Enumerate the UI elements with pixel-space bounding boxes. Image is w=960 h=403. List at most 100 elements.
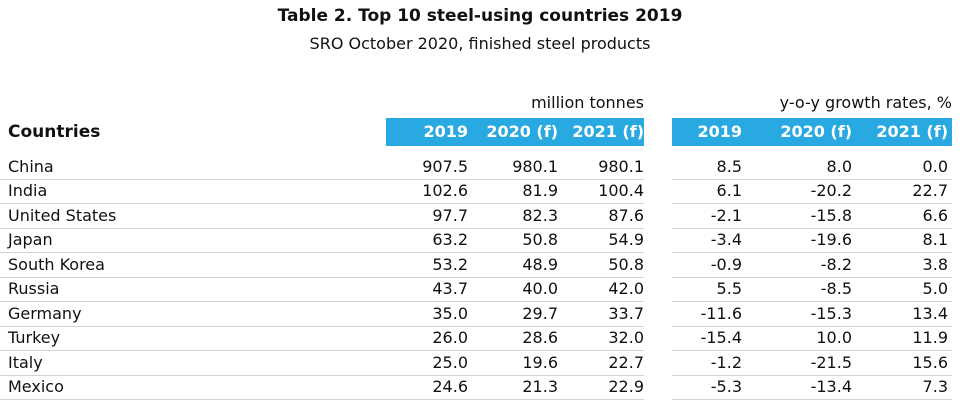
tonnes-2019-cell: 97.7 xyxy=(386,203,468,229)
tonnes-2021-cell: 32.0 xyxy=(558,326,644,351)
tonnes-2021-cell: 22.9 xyxy=(558,375,644,400)
growth-2021-cell: 11.9 xyxy=(852,326,952,351)
tonnes-2019-cell: 102.6 xyxy=(386,179,468,204)
growth-2021-cell: 0.0 xyxy=(852,155,952,180)
growth-2021-cell: 6.6 xyxy=(852,203,952,229)
column-gap xyxy=(644,253,672,278)
growth-2019-cell: 6.1 xyxy=(672,179,742,204)
col-header-tonnes-2019: 2019 xyxy=(423,122,468,141)
col-header-growth-2021: 2021 (f) xyxy=(876,122,948,141)
country-cell: India xyxy=(0,179,386,204)
table-row: Mexico 24.6 21.3 22.9 -5.3 -13.4 7.3 xyxy=(0,375,952,400)
column-gap xyxy=(644,155,672,179)
table-row: United States 97.7 82.3 87.6 -2.1 -15.8 6.6 xyxy=(0,203,952,229)
header-bar-tonnes xyxy=(386,118,644,146)
growth-2020-cell: -8.2 xyxy=(742,252,852,278)
column-gap xyxy=(644,351,672,376)
column-gap xyxy=(644,228,672,253)
country-cell: Russia xyxy=(0,277,386,302)
column-gap xyxy=(644,375,672,400)
growth-2020-cell: -13.4 xyxy=(742,375,852,400)
tonnes-2019-cell: 63.2 xyxy=(386,228,468,253)
growth-2020-cell: 10.0 xyxy=(742,326,852,351)
table-row: China 907.5 980.1 980.1 8.5 8.0 0.0 xyxy=(0,155,952,180)
country-cell: Japan xyxy=(0,228,386,253)
growth-2021-cell: 13.4 xyxy=(852,301,952,327)
growth-2021-cell: 3.8 xyxy=(852,252,952,278)
countries-column-header: Countries xyxy=(8,122,101,142)
growth-2021-cell: 15.6 xyxy=(852,350,952,376)
tonnes-2019-cell: 24.6 xyxy=(386,375,468,400)
growth-2020-cell: -8.5 xyxy=(742,277,852,302)
tonnes-2019-cell: 26.0 xyxy=(386,326,468,351)
growth-2019-cell: 5.5 xyxy=(672,277,742,302)
growth-2019-cell: -11.6 xyxy=(672,301,742,327)
table-row: Russia 43.7 40.0 42.0 5.5 -8.5 5.0 xyxy=(0,277,952,302)
growth-2020-cell: -19.6 xyxy=(742,228,852,253)
tonnes-2019-cell: 53.2 xyxy=(386,252,468,278)
tonnes-2020-cell: 50.8 xyxy=(468,228,558,253)
growth-2021-cell: 7.3 xyxy=(852,375,952,400)
growth-2019-cell: -2.1 xyxy=(672,203,742,229)
tonnes-2019-cell: 35.0 xyxy=(386,301,468,327)
unit-label-tonnes: million tonnes xyxy=(531,93,644,112)
growth-2020-cell: -20.2 xyxy=(742,179,852,204)
tonnes-2020-cell: 48.9 xyxy=(468,252,558,278)
country-cell: United States xyxy=(0,203,386,229)
growth-2020-cell: -15.8 xyxy=(742,203,852,229)
tonnes-2021-cell: 100.4 xyxy=(558,179,644,204)
tonnes-2020-cell: 29.7 xyxy=(468,301,558,327)
country-cell: China xyxy=(0,155,386,180)
country-cell: South Korea xyxy=(0,252,386,278)
tonnes-2021-cell: 87.6 xyxy=(558,203,644,229)
table-row: Japan 63.2 50.8 54.9 -3.4 -19.6 8.1 xyxy=(0,228,952,253)
column-gap xyxy=(644,179,672,204)
column-gap xyxy=(644,302,672,327)
steel-data-table: China 907.5 980.1 980.1 8.5 8.0 0.0 India 102.6 8… xyxy=(0,155,952,400)
growth-2020-cell: -21.5 xyxy=(742,350,852,376)
table-row: Italy 25.0 19.6 22.7 -1.2 -21.5 15.6 xyxy=(0,350,952,376)
tonnes-2021-cell: 33.7 xyxy=(558,301,644,327)
growth-2020-cell: -15.3 xyxy=(742,301,852,327)
growth-2019-cell: -5.3 xyxy=(672,375,742,400)
unit-label-growth: y-o-y growth rates, % xyxy=(779,93,952,112)
column-gap xyxy=(644,277,672,302)
column-gap xyxy=(644,204,672,229)
country-cell: Turkey xyxy=(0,326,386,351)
tonnes-2020-cell: 82.3 xyxy=(468,203,558,229)
growth-2021-cell: 5.0 xyxy=(852,277,952,302)
growth-2019-cell: -0.9 xyxy=(672,252,742,278)
growth-2021-cell: 8.1 xyxy=(852,228,952,253)
country-cell: Germany xyxy=(0,301,386,327)
table-row: India 102.6 81.9 100.4 6.1 -20.2 22.7 xyxy=(0,179,952,204)
col-header-growth-2020: 2020 (f) xyxy=(780,122,852,141)
growth-2021-cell: 22.7 xyxy=(852,179,952,204)
tonnes-2021-cell: 22.7 xyxy=(558,350,644,376)
tonnes-2019-cell: 43.7 xyxy=(386,277,468,302)
tonnes-2020-cell: 21.3 xyxy=(468,375,558,400)
tonnes-2021-cell: 42.0 xyxy=(558,277,644,302)
tonnes-2021-cell: 54.9 xyxy=(558,228,644,253)
tonnes-2020-cell: 28.6 xyxy=(468,326,558,351)
table-title: Table 2. Top 10 steel-using countries 20… xyxy=(277,6,683,26)
table-row: Turkey 26.0 28.6 32.0 -15.4 10.0 11.9 xyxy=(0,326,952,351)
table-row: South Korea 53.2 48.9 50.8 -0.9 -8.2 3.8 xyxy=(0,252,952,278)
column-gap xyxy=(644,326,672,351)
table-subtitle: SRO October 2020, finished steel product… xyxy=(309,34,651,53)
growth-2019-cell: -1.2 xyxy=(672,350,742,376)
growth-2019-cell: -3.4 xyxy=(672,228,742,253)
col-header-growth-2019: 2019 xyxy=(697,122,742,141)
country-cell: Italy xyxy=(0,350,386,376)
tonnes-2020-cell: 19.6 xyxy=(468,350,558,376)
table-row: Germany 35.0 29.7 33.7 -11.6 -15.3 13.4 xyxy=(0,301,952,327)
growth-2019-cell: -15.4 xyxy=(672,326,742,351)
growth-2019-cell: 8.5 xyxy=(672,155,742,180)
tonnes-2020-cell: 40.0 xyxy=(468,277,558,302)
header-bar-growth xyxy=(672,118,952,146)
col-header-tonnes-2021: 2021 (f) xyxy=(572,122,644,141)
growth-2020-cell: 8.0 xyxy=(742,155,852,180)
tonnes-2019-cell: 907.5 xyxy=(386,155,468,180)
tonnes-2021-cell: 50.8 xyxy=(558,252,644,278)
tonnes-2020-cell: 81.9 xyxy=(468,179,558,204)
country-cell: Mexico xyxy=(0,375,386,400)
